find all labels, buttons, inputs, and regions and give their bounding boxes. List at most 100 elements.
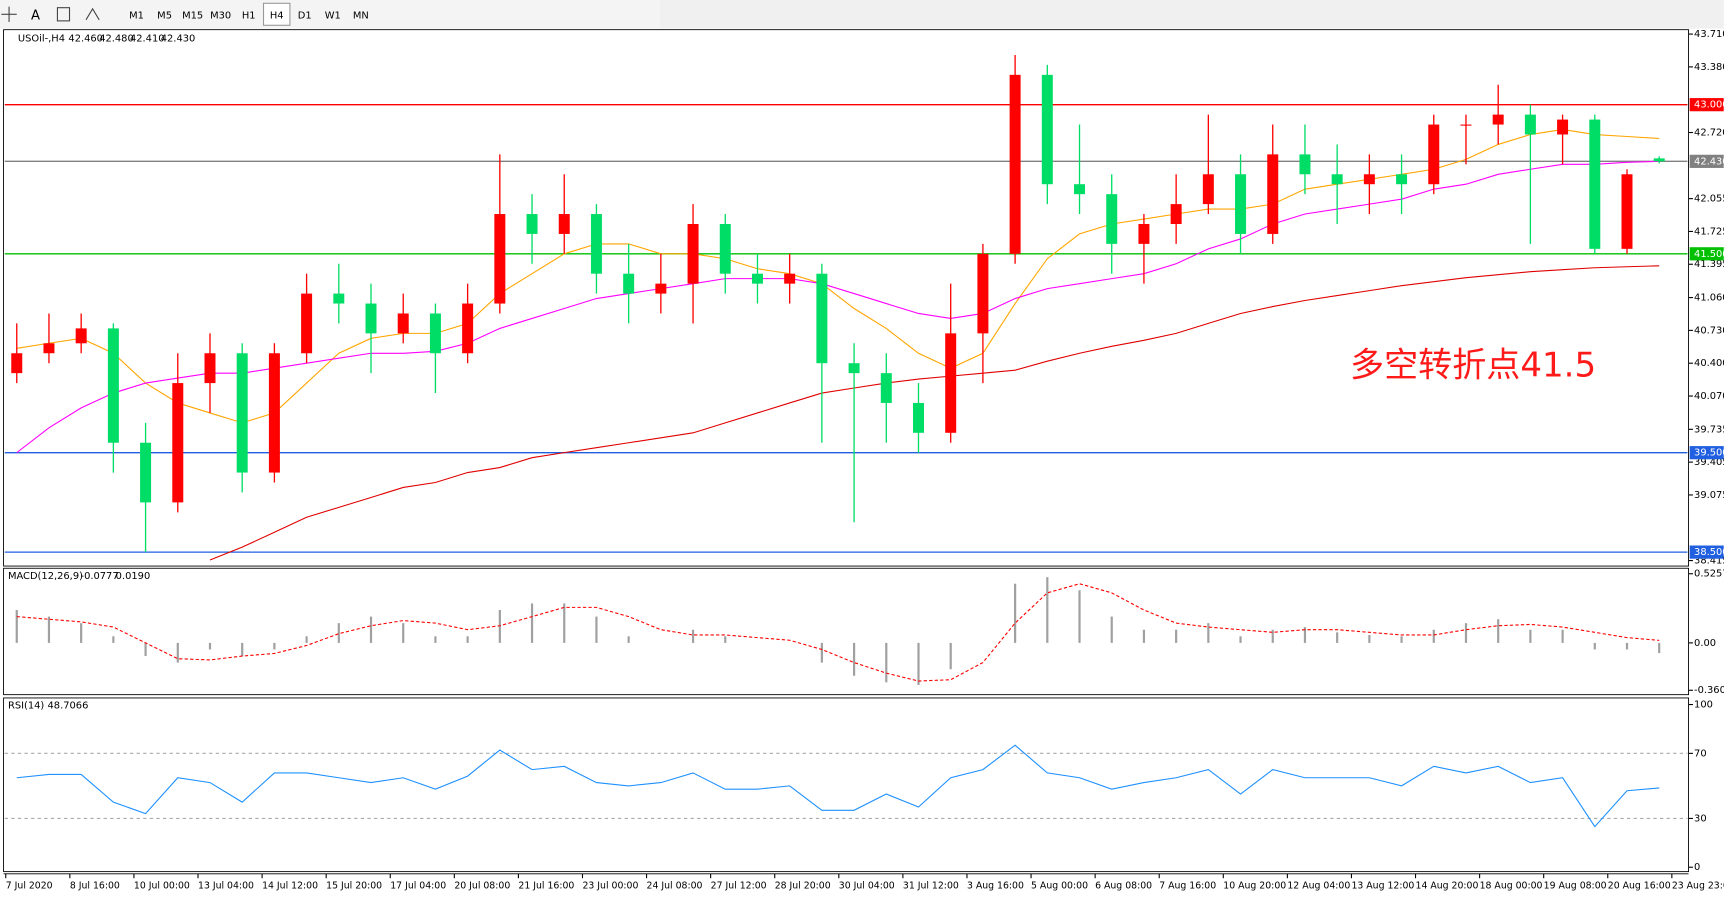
y-tick-label: 39.075 — [1694, 490, 1724, 501]
candle-body — [1267, 154, 1279, 234]
timeframe-button[interactable]: M5 — [157, 10, 172, 21]
candle-body — [75, 328, 87, 344]
x-tick-label: 14 Aug 20:00 — [1416, 880, 1479, 891]
candle-body — [623, 273, 635, 294]
timeframe-button[interactable]: M30 — [210, 10, 231, 21]
ohlc-readout: 42.480 — [99, 33, 134, 44]
candle-body — [462, 303, 474, 354]
candle-body — [204, 353, 216, 384]
annotation: 多空转折点41.5 — [1350, 346, 1596, 386]
candle-body — [558, 214, 570, 234]
candle-body — [1524, 114, 1536, 135]
candle-body — [1492, 114, 1504, 125]
y-tick-label: 43.710 — [1694, 29, 1724, 40]
x-tick-label: 19 Aug 08:00 — [1544, 880, 1607, 891]
candle-body — [140, 442, 152, 503]
candle-body — [301, 293, 313, 354]
timeframe-button[interactable]: H4 — [270, 10, 284, 21]
timeframe-button[interactable]: D1 — [298, 10, 312, 21]
x-tick-label: 10 Aug 20:00 — [1223, 880, 1286, 891]
timeframe-bar: M1 M5 M15 M30 H1 H4 D1 W1 MN — [129, 2, 369, 26]
y-tick-label: 40.400 — [1694, 358, 1724, 369]
x-tick-label: 7 Aug 16:00 — [1159, 880, 1216, 891]
level-tag — [1689, 545, 1724, 559]
candle-body — [107, 328, 119, 443]
candle-body — [945, 333, 957, 433]
x-tick-label: 31 Jul 12:00 — [903, 880, 959, 891]
timeframe-button[interactable]: H1 — [242, 10, 256, 21]
candle-body — [333, 293, 345, 304]
tool-icons — [1, 6, 100, 22]
toolbar-group — [0, 0, 660, 29]
x-tick-label: 24 Jul 08:00 — [647, 880, 703, 891]
candle-body — [1202, 174, 1214, 205]
timeframe-button[interactable]: MN — [353, 10, 369, 21]
timeframe-button[interactable]: M1 — [129, 10, 144, 21]
ohlc-readout: 42.460 — [68, 33, 103, 44]
candle-body — [11, 353, 23, 374]
x-tick-label: 8 Jul 16:00 — [70, 880, 120, 891]
candle-body — [687, 223, 699, 284]
candle-body — [655, 283, 667, 294]
y-tick-label: 41.725 — [1694, 226, 1724, 237]
candle-body — [751, 273, 763, 284]
moving-average — [16, 128, 1660, 424]
x-tick-label: 18 Aug 00:00 — [1480, 880, 1543, 891]
y-tick-label: 39.405 — [1694, 457, 1724, 468]
y-tick-label: 38.415 — [1694, 556, 1724, 567]
y-tick-label: 41.060 — [1694, 293, 1724, 304]
candle-body — [526, 214, 538, 234]
candle-body — [1138, 223, 1150, 244]
y-tick-label: 43.380 — [1694, 62, 1724, 73]
moving-average — [209, 265, 1660, 561]
candle-body — [590, 214, 602, 274]
text-icon[interactable] — [56, 7, 71, 22]
y-tick-label: 0.00 — [1694, 638, 1716, 649]
x-tick-label: 5 Aug 00:00 — [1031, 880, 1088, 891]
candle-body — [1041, 74, 1053, 185]
candle-body — [236, 353, 248, 473]
x-tick-label: 20 Jul 08:00 — [454, 880, 510, 891]
x-tick-label: 10 Jul 00:00 — [134, 880, 190, 891]
overlay: 43.710 43.380 42.720 42.055 41.725 41.395 41.0… — [4, 29, 1724, 891]
x-tick-label: 12 Aug 04:00 — [1287, 880, 1350, 891]
label-tool[interactable]: A — [31, 8, 40, 23]
x-tick-label: 15 Jul 20:00 — [326, 880, 382, 891]
ohlc-readout: 42.430 — [161, 33, 196, 44]
x-tick-label: 7 Jul 2020 — [6, 880, 53, 891]
price-plot — [4, 54, 1688, 561]
y-tick-label: 42.720 — [1694, 128, 1724, 139]
y-tick-label: 0 — [1694, 862, 1700, 873]
candle-body — [1396, 174, 1408, 185]
x-tick-label: 6 Aug 08:00 — [1095, 880, 1152, 891]
candle-body — [397, 313, 409, 334]
y-tick-label: 39.735 — [1694, 424, 1724, 435]
signal-readout: 0.0190 — [116, 571, 151, 582]
candle-body — [1621, 174, 1633, 249]
candle-body — [1235, 174, 1247, 234]
macd-readout: -0.0777 — [81, 571, 119, 582]
y-tick-label: 40.070 — [1694, 391, 1724, 402]
candle-body — [816, 273, 828, 364]
x-tick-label: 23 Jul 00:00 — [582, 880, 638, 891]
candle-body — [880, 373, 892, 403]
timeframe-button[interactable]: W1 — [325, 10, 341, 21]
rsi-line — [16, 744, 1660, 828]
candle-body — [429, 313, 441, 354]
y-tick-label: 0.5257 — [1694, 569, 1724, 580]
indicator-title: RSI(14) — [8, 701, 44, 712]
candle-body — [848, 363, 860, 374]
y-tick-label: 70 — [1694, 748, 1707, 759]
y-tick-label: 40.730 — [1694, 325, 1724, 336]
active-timeframe — [262, 2, 291, 26]
candle-body — [1074, 184, 1086, 195]
candle-body — [1589, 119, 1601, 249]
level-tag — [1689, 98, 1724, 112]
level-label: 42.430 — [1694, 156, 1724, 167]
shapes-icon[interactable] — [85, 7, 100, 21]
x-tick-label: 28 Jul 20:00 — [775, 880, 831, 891]
candle-body — [784, 273, 796, 284]
y-tick-label: 41.395 — [1694, 259, 1724, 270]
timeframe-button[interactable]: M15 — [182, 10, 203, 21]
